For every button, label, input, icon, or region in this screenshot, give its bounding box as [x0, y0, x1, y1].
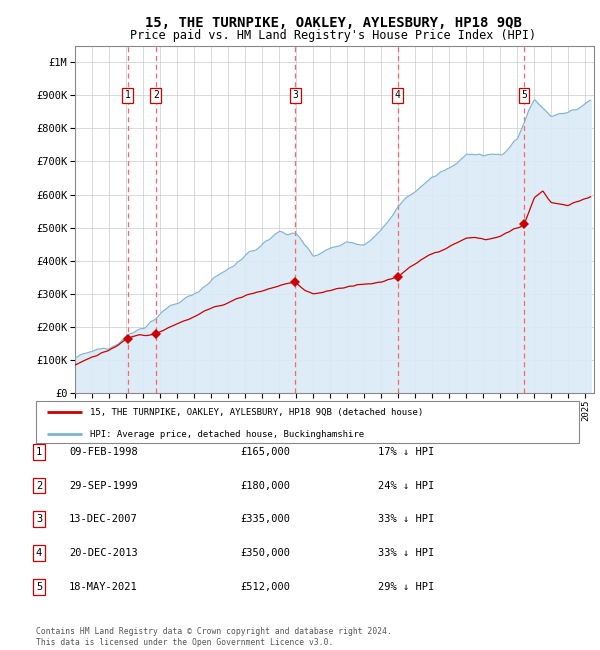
Text: 18-MAY-2021: 18-MAY-2021	[69, 582, 138, 592]
Text: 20-DEC-2013: 20-DEC-2013	[69, 548, 138, 558]
Text: 24% ↓ HPI: 24% ↓ HPI	[378, 480, 434, 491]
Text: 15, THE TURNPIKE, OAKLEY, AYLESBURY, HP18 9QB: 15, THE TURNPIKE, OAKLEY, AYLESBURY, HP1…	[145, 16, 521, 31]
Text: 2: 2	[153, 90, 159, 100]
Text: HPI: Average price, detached house, Buckinghamshire: HPI: Average price, detached house, Buck…	[91, 430, 364, 439]
Text: £512,000: £512,000	[240, 582, 290, 592]
Text: 33% ↓ HPI: 33% ↓ HPI	[378, 548, 434, 558]
Text: 29% ↓ HPI: 29% ↓ HPI	[378, 582, 434, 592]
Text: 3: 3	[292, 90, 298, 100]
Text: 09-FEB-1998: 09-FEB-1998	[69, 447, 138, 457]
Text: 5: 5	[521, 90, 527, 100]
Text: £180,000: £180,000	[240, 480, 290, 491]
Text: £335,000: £335,000	[240, 514, 290, 525]
Text: Contains HM Land Registry data © Crown copyright and database right 2024.
This d: Contains HM Land Registry data © Crown c…	[36, 627, 392, 647]
Text: 15, THE TURNPIKE, OAKLEY, AYLESBURY, HP18 9QB (detached house): 15, THE TURNPIKE, OAKLEY, AYLESBURY, HP1…	[91, 408, 424, 417]
Text: 5: 5	[36, 582, 42, 592]
Text: £165,000: £165,000	[240, 447, 290, 457]
Text: 17% ↓ HPI: 17% ↓ HPI	[378, 447, 434, 457]
Text: Price paid vs. HM Land Registry's House Price Index (HPI): Price paid vs. HM Land Registry's House …	[130, 29, 536, 42]
Text: 29-SEP-1999: 29-SEP-1999	[69, 480, 138, 491]
Text: 4: 4	[395, 90, 401, 100]
Text: 2: 2	[36, 480, 42, 491]
FancyBboxPatch shape	[36, 401, 579, 443]
Text: 1: 1	[125, 90, 131, 100]
Text: 13-DEC-2007: 13-DEC-2007	[69, 514, 138, 525]
Text: 4: 4	[36, 548, 42, 558]
Text: 1: 1	[36, 447, 42, 457]
Text: 3: 3	[36, 514, 42, 525]
Text: £350,000: £350,000	[240, 548, 290, 558]
Text: 33% ↓ HPI: 33% ↓ HPI	[378, 514, 434, 525]
